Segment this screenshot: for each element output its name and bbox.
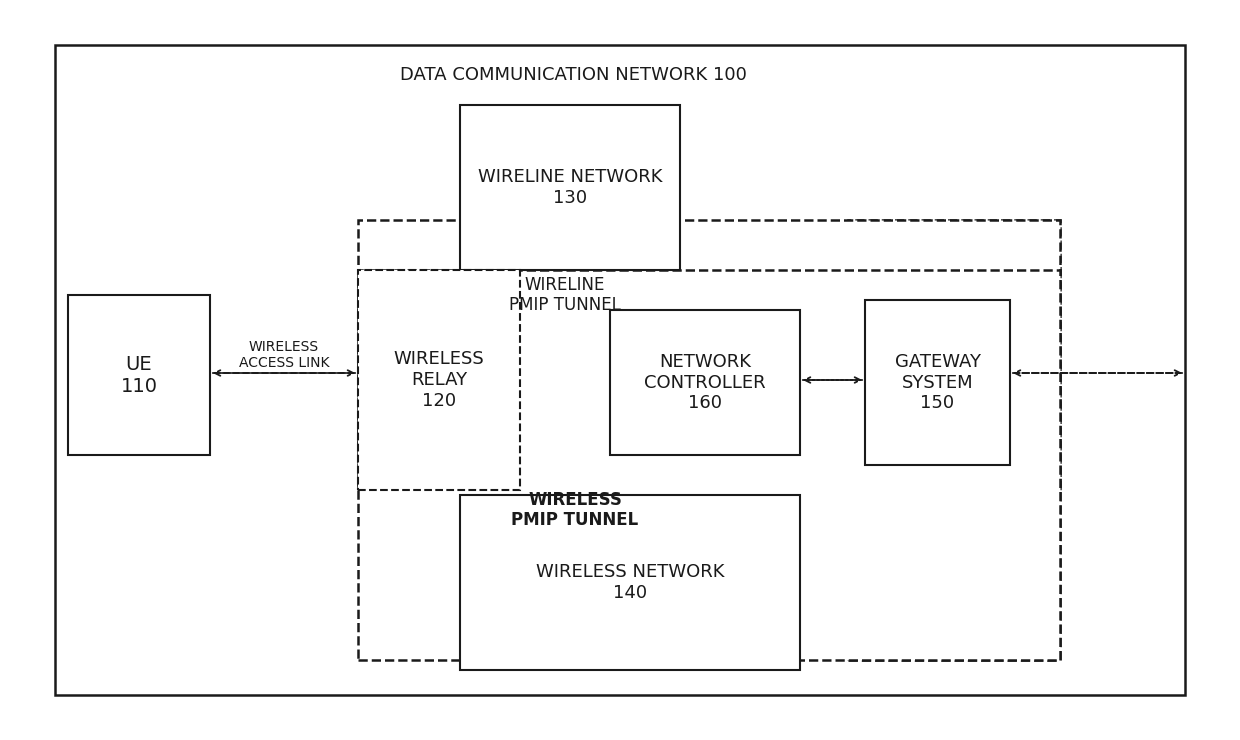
Text: UE
110: UE 110 xyxy=(120,354,157,395)
Text: GATEWAY
SYSTEM
150: GATEWAY SYSTEM 150 xyxy=(894,353,981,412)
Polygon shape xyxy=(68,295,210,455)
Polygon shape xyxy=(848,220,1060,660)
Text: DATA COMMUNICATION NETWORK 100: DATA COMMUNICATION NETWORK 100 xyxy=(401,66,746,84)
Polygon shape xyxy=(460,105,680,270)
Polygon shape xyxy=(358,270,1060,660)
Text: WIRELESS
PMIP TUNNEL: WIRELESS PMIP TUNNEL xyxy=(511,491,639,529)
Polygon shape xyxy=(610,310,800,455)
Text: WIRELINE
PMIP TUNNEL: WIRELINE PMIP TUNNEL xyxy=(510,275,621,314)
Polygon shape xyxy=(358,220,1060,490)
Text: WIRELESS
ACCESS LINK: WIRELESS ACCESS LINK xyxy=(239,340,330,370)
Text: NETWORK
CONTROLLER
160: NETWORK CONTROLLER 160 xyxy=(645,353,766,412)
Polygon shape xyxy=(866,300,1011,465)
Text: WIRELESS
RELAY
120: WIRELESS RELAY 120 xyxy=(393,350,485,410)
Text: WIRELINE NETWORK
130: WIRELINE NETWORK 130 xyxy=(477,168,662,207)
Text: WIRELESS NETWORK
140: WIRELESS NETWORK 140 xyxy=(536,563,724,602)
Polygon shape xyxy=(55,45,1185,695)
Polygon shape xyxy=(460,495,800,670)
Polygon shape xyxy=(358,270,520,490)
